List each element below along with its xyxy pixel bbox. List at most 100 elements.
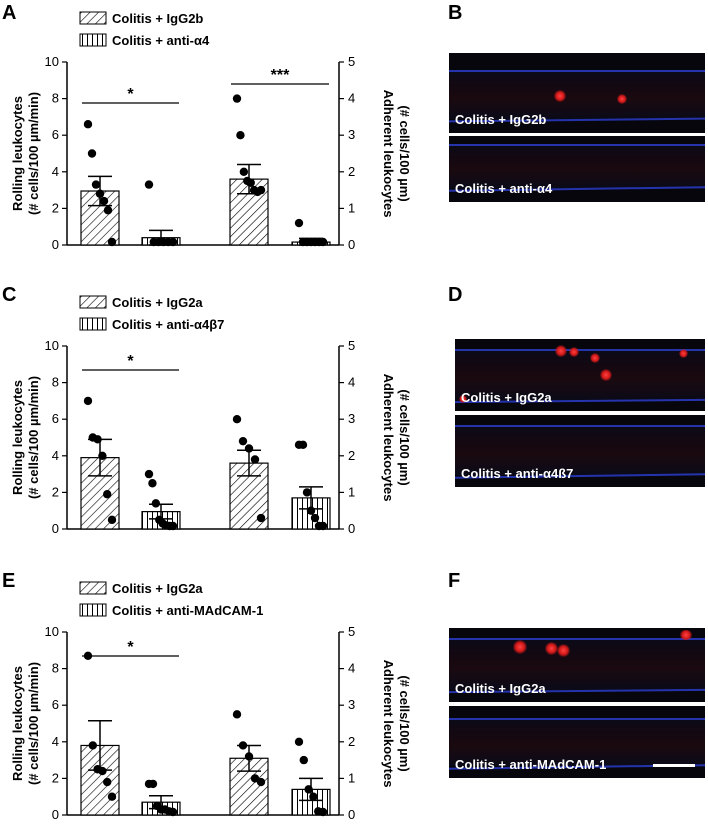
data-point <box>309 792 318 801</box>
legend-label-1: Colitis + IgG2a <box>112 295 203 310</box>
chart-a: Colitis + IgG2b Colitis + anti-α4 0 2 4 6 8 1… <box>10 11 412 252</box>
data-point <box>298 440 308 450</box>
data-point <box>98 766 107 776</box>
data-point <box>236 131 245 140</box>
data-point <box>256 185 266 195</box>
data-point <box>168 807 178 817</box>
data-point <box>250 774 260 783</box>
data-point <box>244 444 254 453</box>
data-point <box>232 415 242 424</box>
y-tick-label-left: 10 <box>45 624 59 639</box>
y-tick-label-right: 4 <box>348 375 355 390</box>
data-point <box>238 741 248 750</box>
micrograph-d-bottom: Colitis + anti-α4ß7 <box>455 415 705 487</box>
panel-letter-f: F <box>448 570 461 592</box>
legend-swatch-diagonal <box>79 295 107 309</box>
chart-c: Colitis + IgG2a Colitis + anti-α4β7 0 2 4 6… <box>10 295 412 536</box>
y-axis-label-right: (# cells/100 µm) <box>397 105 412 201</box>
data-point <box>107 792 117 801</box>
legend-swatch-vertical <box>79 603 107 617</box>
micrograph-b-top: Colitis + IgG2b <box>449 53 705 133</box>
data-point <box>318 521 328 531</box>
data-point <box>83 396 93 406</box>
y-axis-label-left: Rolling leukocytes <box>10 666 25 781</box>
data-point <box>148 779 158 789</box>
data-point <box>91 180 101 189</box>
y-tick-label-left: 0 <box>52 237 59 252</box>
micrograph-f-bottom: Colitis + anti-MAdCAM-1 <box>449 706 705 778</box>
y-tick-label-left: 4 <box>52 734 59 749</box>
y-tick-label-right: 2 <box>348 448 355 463</box>
y-axis-label-left: (# cells/100 µm/min) <box>26 92 41 215</box>
y-tick-label-right: 2 <box>348 164 355 179</box>
data-point <box>304 785 313 794</box>
legend-label-1: Colitis + IgG2a <box>112 581 203 596</box>
y-tick-label-left: 6 <box>52 127 59 142</box>
y-tick-label-right: 1 <box>348 770 355 785</box>
data-point <box>232 710 242 719</box>
legend-label-2: Colitis + anti-α4 <box>112 33 210 48</box>
significance-label: * <box>127 639 134 656</box>
y-tick-label-left: 10 <box>45 54 59 69</box>
y-tick-label-left: 8 <box>52 661 59 676</box>
y-tick-label-right: 0 <box>348 521 355 536</box>
legend-label-2: Colitis + anti-α4β7 <box>112 317 224 332</box>
y-axis-label-right: Adherent leukocytes <box>381 660 396 788</box>
significance-label: * <box>127 353 134 370</box>
data-point <box>239 167 249 176</box>
data-point <box>103 206 113 215</box>
data-point <box>232 94 242 103</box>
data-point <box>168 521 178 531</box>
data-point <box>93 435 102 444</box>
y-axis-label-right: Adherent leukocytes <box>381 374 396 502</box>
data-point <box>144 469 154 479</box>
data-point <box>294 218 304 228</box>
data-point <box>103 490 112 499</box>
scale-bar <box>653 764 695 767</box>
data-point <box>302 488 312 497</box>
panel-letter-e: E <box>2 570 16 592</box>
panel-letter-c: C <box>2 284 17 306</box>
y-axis-label-left: (# cells/100 µm/min) <box>26 662 41 785</box>
data-point <box>306 506 316 515</box>
data-point <box>88 741 98 750</box>
significance-label: *** <box>271 67 290 84</box>
y-tick-label-right: 3 <box>348 411 355 426</box>
y-tick-label-left: 6 <box>52 411 59 426</box>
data-point <box>256 777 266 787</box>
y-axis-label-right: (# cells/100 µm) <box>397 389 412 485</box>
legend-swatch-vertical <box>79 317 107 331</box>
data-point <box>318 237 328 247</box>
micrograph-f-top: Colitis + IgG2a <box>449 628 705 702</box>
y-tick-label-left: 0 <box>52 521 59 536</box>
data-point <box>103 777 112 787</box>
data-point <box>299 755 308 765</box>
y-axis-label-left: (# cells/100 µm/min) <box>26 376 41 499</box>
micrograph-label: Colitis + IgG2b <box>455 112 547 127</box>
micrograph-label: Colitis + anti-α4 <box>455 181 553 196</box>
data-point <box>151 499 161 508</box>
chart-e: Colitis + IgG2a Colitis + anti-MAdCAM-1 … <box>10 581 412 822</box>
data-point <box>238 436 248 446</box>
y-tick-label-right: 5 <box>348 54 355 69</box>
y-tick-label-right: 2 <box>348 734 355 749</box>
y-axis-label-left: Rolling leukocytes <box>10 380 25 495</box>
legend: Colitis + IgG2a Colitis + anti-α4β7 <box>79 295 224 332</box>
y-tick-label-right: 1 <box>348 484 355 499</box>
legend-label-2: Colitis + anti-MAdCAM-1 <box>112 603 263 618</box>
data-point <box>98 451 107 460</box>
data-point <box>87 149 97 158</box>
data-point <box>250 455 260 464</box>
y-axis-label-right: (# cells/100 µm) <box>397 675 412 771</box>
data-point <box>294 737 304 746</box>
data-point <box>107 237 117 247</box>
data-point <box>256 513 266 523</box>
y-tick-label-right: 0 <box>348 807 355 822</box>
legend: Colitis + IgG2b Colitis + anti-α4 <box>79 11 210 48</box>
data-point <box>144 180 154 189</box>
micrograph-label: Colitis + IgG2a <box>455 681 546 696</box>
micrograph-label: Colitis + IgG2a <box>461 390 552 405</box>
